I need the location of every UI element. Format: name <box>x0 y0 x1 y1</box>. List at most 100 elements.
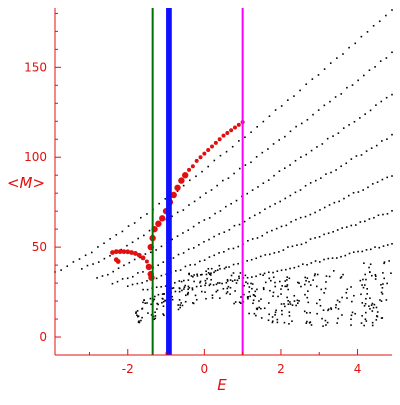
red-point <box>159 215 166 222</box>
scatter-point <box>239 272 242 274</box>
scatter-point <box>369 297 371 299</box>
scatter-point <box>137 315 140 317</box>
scatter-point <box>382 283 384 285</box>
scatter-point <box>154 317 157 320</box>
scatter-point <box>256 307 259 310</box>
scatter-point <box>192 302 195 305</box>
branch-point <box>176 190 179 192</box>
scatter-point <box>287 299 289 302</box>
branch-point <box>250 161 252 164</box>
scatter-point <box>341 314 343 316</box>
branch-point <box>81 268 83 270</box>
branch-point <box>300 243 303 246</box>
scatter-point <box>190 275 193 277</box>
branch-point <box>357 250 359 253</box>
branch-point <box>357 191 360 193</box>
branch-point <box>361 250 364 253</box>
branch-point <box>227 248 230 250</box>
branch-point <box>385 57 388 59</box>
scatter-point <box>354 312 356 315</box>
branch-point <box>183 279 185 282</box>
branch-point <box>269 253 271 256</box>
y-axis-label: <M> <box>7 174 45 192</box>
scatter-point <box>368 305 370 307</box>
scatter-point <box>283 303 285 305</box>
scatter-point <box>325 281 327 283</box>
scatter-point <box>281 313 283 316</box>
branch-point <box>263 272 266 275</box>
red-point <box>182 172 189 179</box>
scatter-point <box>366 288 369 290</box>
scatter-point <box>304 276 306 279</box>
branch-point <box>276 270 279 272</box>
branch-point <box>207 165 209 168</box>
scatter-point <box>147 312 149 314</box>
branch-point <box>360 35 363 38</box>
branch-point <box>319 209 321 211</box>
branch-point <box>203 259 206 261</box>
scatter-point <box>179 306 182 309</box>
scatter-point <box>380 300 383 302</box>
scatter-point <box>371 321 374 324</box>
scatter-point <box>233 302 235 305</box>
scatter-point <box>369 307 371 310</box>
branch-point <box>183 288 185 290</box>
scatter-point <box>350 318 352 321</box>
branch-point <box>246 260 248 262</box>
branch-point <box>221 282 223 285</box>
branch-point <box>176 235 179 237</box>
scatter-point <box>380 283 382 286</box>
branch-point <box>208 217 211 219</box>
scatter-point <box>181 304 184 307</box>
branch-point <box>285 268 287 271</box>
scatter-point <box>346 297 348 299</box>
scatter-point <box>370 304 373 306</box>
scatter-point <box>240 296 242 298</box>
branch-point <box>142 271 144 273</box>
branch-point <box>127 225 130 227</box>
branch-point <box>123 264 125 267</box>
scatter-point <box>149 297 152 300</box>
branch-point <box>171 238 173 241</box>
scatter-point <box>322 309 325 312</box>
y-tick-label: 0 <box>39 330 47 344</box>
branch-point <box>318 261 321 263</box>
branch-point <box>187 248 190 251</box>
scatter-point <box>274 311 277 314</box>
scatter-point <box>369 263 372 266</box>
red-point <box>148 274 155 281</box>
branch-point <box>136 282 139 285</box>
scatter-point <box>372 306 375 309</box>
branch-point <box>116 280 119 283</box>
branch-point <box>385 96 388 99</box>
scatter-point <box>195 298 198 301</box>
branch-point <box>365 150 368 152</box>
scatter-point <box>369 271 371 273</box>
branch-point <box>369 109 372 112</box>
scatter-point <box>361 284 363 286</box>
branch-point <box>126 285 129 288</box>
branch-point <box>278 251 280 253</box>
branch-point <box>256 237 259 239</box>
scatter-point <box>156 308 158 310</box>
branch-point <box>289 164 291 166</box>
branch-point <box>255 275 257 278</box>
scatter-point <box>193 280 195 283</box>
branch-point <box>222 179 224 182</box>
branch-point <box>248 217 251 219</box>
scatter-point <box>350 324 352 326</box>
scatter-point <box>350 314 353 317</box>
scatter-point <box>142 301 144 304</box>
scatter-point <box>304 293 306 296</box>
scatter-point <box>154 295 156 298</box>
branch-point <box>155 277 158 280</box>
branch-point <box>97 246 99 248</box>
red-point <box>113 249 119 255</box>
branch-point <box>126 244 128 247</box>
scatter-point <box>150 303 152 306</box>
branch-point <box>386 138 388 140</box>
scatter-point <box>305 322 308 324</box>
branch-point <box>217 282 219 284</box>
scatter-point <box>319 304 322 307</box>
scatter-point <box>383 261 386 263</box>
